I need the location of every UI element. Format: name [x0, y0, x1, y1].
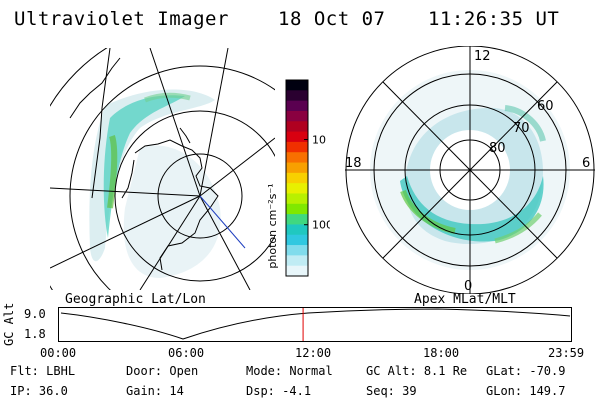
alt-xtick-0600: 06:00	[168, 346, 205, 360]
colorbar-tick-label: 100	[312, 219, 330, 232]
mlt-label-18: 18	[345, 156, 362, 171]
colorbar-stripe	[286, 152, 308, 164]
colorbar: 100 10 photon cm⁻²s⁻¹	[266, 79, 330, 277]
footer-mode: Mode: Normal	[246, 364, 333, 378]
colorbar-stripe	[286, 162, 308, 174]
colorbar-stripe	[286, 234, 308, 246]
mlt-label-12: 12	[474, 49, 491, 64]
date-label: 18 Oct 07	[278, 8, 386, 30]
altitude-curve	[60, 308, 571, 340]
colorbar-stripe	[286, 141, 308, 153]
colorbar-stripe	[286, 203, 308, 215]
colorbar-stripe	[286, 90, 308, 102]
colorbar-stripe	[286, 100, 308, 112]
colorbar-stripe	[286, 224, 308, 236]
apex-polar-plot: 12 18 6 0 60 70 80	[345, 46, 595, 294]
colorbar-stripe	[286, 131, 308, 143]
footer-gain: Gain: 14	[126, 384, 184, 398]
footer-flt: Flt: LBHL	[10, 364, 76, 378]
mlat-label-70: 70	[513, 121, 530, 136]
alt-xtick-0000: 00:00	[40, 346, 77, 360]
alt-xtick-1800: 18:00	[423, 346, 460, 360]
mlt-label-6: 6	[582, 156, 590, 171]
alt-xtick-1200: 12:00	[295, 346, 332, 360]
mlat-label-60: 60	[537, 99, 554, 114]
alt-xtick-2359: 23:59	[548, 346, 585, 360]
altitude-timeline	[58, 307, 572, 342]
mlat-label-80: 80	[489, 141, 506, 156]
colorbar-stripe	[286, 255, 308, 267]
footer-dsp: Dsp: -4.1	[246, 384, 312, 398]
footer-glon: GLon: 149.7	[486, 384, 566, 398]
colorbar-tick-label: 10	[312, 134, 326, 147]
instrument-title: Ultraviolet Imager	[14, 8, 229, 30]
sun-direction-line	[199, 195, 246, 249]
geo-lat-circles	[50, 48, 275, 290]
geo-aurora-oval	[89, 89, 221, 278]
colorbar-stripe	[286, 183, 308, 194]
geo-panel-label: Geographic Lat/Lon	[65, 292, 206, 307]
alt-ytick-high: 9.0	[24, 307, 46, 321]
footer-door: Door: Open	[126, 364, 199, 378]
colorbar-stripe	[286, 110, 308, 122]
coastline	[69, 48, 219, 271]
geo-lon-lines	[50, 48, 275, 290]
colorbar-stripe	[286, 121, 308, 133]
apex-mlt-lines	[345, 46, 595, 294]
colorbar-stripe	[286, 245, 308, 256]
footer-glat: GLat: -70.9	[486, 364, 566, 378]
alt-ytick-low: 1.8	[24, 327, 46, 341]
footer-gc-alt: GC Alt: 8.1 Re	[366, 364, 468, 378]
time-label: 11:26:35 UT	[428, 8, 560, 30]
gc-alt-axis-label: GC Alt	[2, 302, 16, 346]
colorbar-units-label: photon cm⁻²s⁻¹	[266, 183, 279, 268]
colorbar-stripe	[286, 172, 308, 184]
colorbar-stripe	[286, 265, 308, 277]
mlt-label-0: 0	[464, 279, 472, 294]
footer-ip: IP: 36.0	[10, 384, 68, 398]
colorbar-gradient	[286, 80, 308, 277]
geographic-map	[50, 48, 275, 290]
colorbar-stripe	[286, 214, 308, 225]
colorbar-stripe	[286, 80, 308, 91]
apex-panel-label: Apex MLat/MLT	[414, 292, 516, 307]
footer-seq: Seq: 39	[366, 384, 417, 398]
colorbar-stripe	[286, 193, 308, 205]
